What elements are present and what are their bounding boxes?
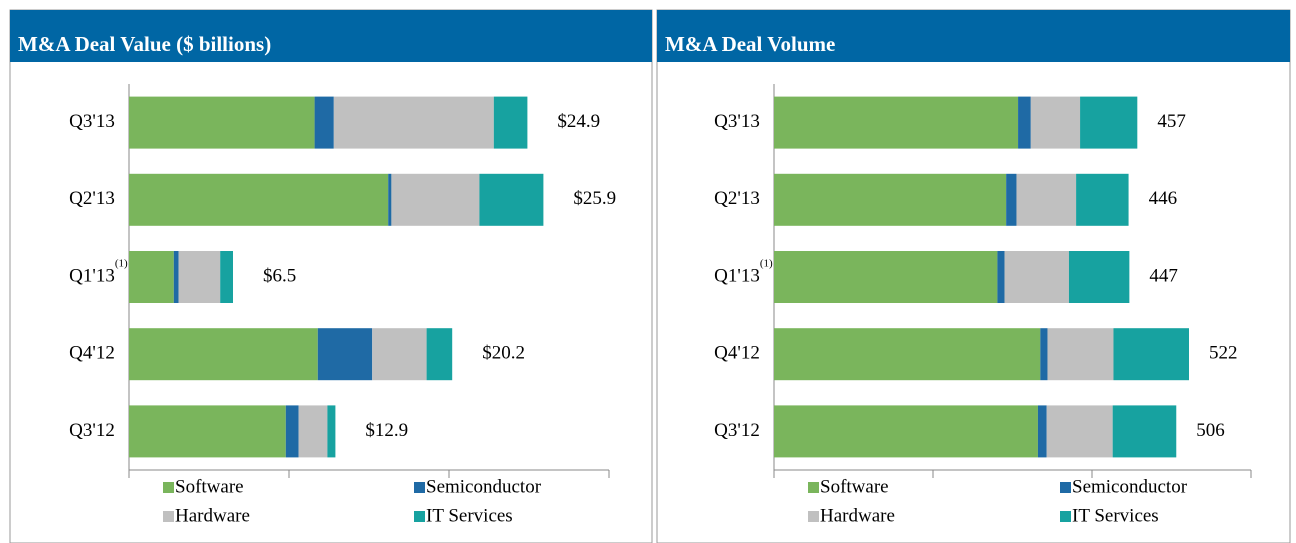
total-label: 447 [1149,265,1178,286]
category-label: Q3'13 [69,111,115,132]
bar-segment [1112,405,1177,458]
category-label: Q3'12 [714,420,760,441]
legend-swatch [163,482,174,493]
legend-label: Semiconductor [1072,476,1188,497]
legend-label: IT Services [1072,505,1159,526]
bar-segment [774,405,1038,458]
panel-header [657,10,1290,62]
bar-segment [388,173,392,226]
chart-title: M&A Deal Value ($ billions) [18,32,271,56]
category-label: Q2'13 [69,188,115,209]
legend-label: Semiconductor [426,476,542,497]
bar-segment [1004,251,1069,303]
bar-segment [129,405,286,458]
bar-segment [1030,96,1081,149]
category-label: Q3'12 [69,420,115,441]
category-label: Q3'13 [714,111,760,132]
total-label: $12.9 [365,420,408,441]
total-label: $6.5 [263,265,296,286]
legend-label: Hardware [820,505,895,526]
bar-segment [1046,405,1113,458]
bar-segment [327,405,336,458]
bar-segment [298,405,328,458]
bar-segment [285,405,299,458]
total-label: $20.2 [482,343,525,364]
category-label: Q4'12 [714,343,760,364]
category-label: Q4'12 [69,343,115,364]
bar-segment [129,173,389,226]
legend-swatch [808,511,819,522]
bar-segment [1047,328,1114,381]
total-label: 446 [1149,188,1178,209]
bar-segment [333,96,494,149]
total-label: 506 [1196,420,1225,441]
legend-swatch [163,511,174,522]
bar-segment [220,251,233,303]
bar-segment [479,173,544,226]
bar-segment [774,251,998,303]
bar-segment [314,96,334,149]
bar-segment [1040,328,1048,381]
chart-title: M&A Deal Volume [665,32,835,56]
total-label: $24.9 [557,111,600,132]
bar-segment [173,251,179,303]
bar-segment [391,173,480,226]
legend-swatch [1060,482,1071,493]
bar-segment [1076,173,1129,226]
category-label: Q2'13 [714,188,760,209]
bar-segment [178,251,221,303]
bar-segment [1006,173,1017,226]
bar-segment [317,328,373,381]
bar-segment [493,96,528,149]
bar-segment [1080,96,1138,149]
legend-label: Hardware [175,505,250,526]
bar-segment [1016,173,1077,226]
panel-header [10,10,652,62]
legend-swatch [808,482,819,493]
legend-swatch [1060,511,1071,522]
category-note: (1) [115,258,128,270]
bar-segment [129,328,318,381]
bar-segment [774,173,1007,226]
total-label: 522 [1209,343,1238,364]
bar-segment [1113,328,1189,381]
legend-label: Software [820,476,889,497]
total-label: $25.9 [573,188,616,209]
category-label: Q1'13 [69,265,115,286]
category-label: Q1'13 [714,265,760,286]
bar-segment [426,328,453,381]
bar-segment [372,328,427,381]
bar-segment [129,251,174,303]
bar-segment [1037,405,1047,458]
legend-swatch [414,511,425,522]
bar-segment [774,328,1041,381]
legend-label: Software [175,476,244,497]
bar-segment [1068,251,1130,303]
bar-segment [129,96,315,149]
bar-segment [997,251,1005,303]
legend-swatch [414,482,425,493]
bar-segment [774,96,1019,149]
total-label: 457 [1157,111,1186,132]
category-note: (1) [760,258,773,270]
legend-label: IT Services [426,505,513,526]
bar-segment [1018,96,1031,149]
